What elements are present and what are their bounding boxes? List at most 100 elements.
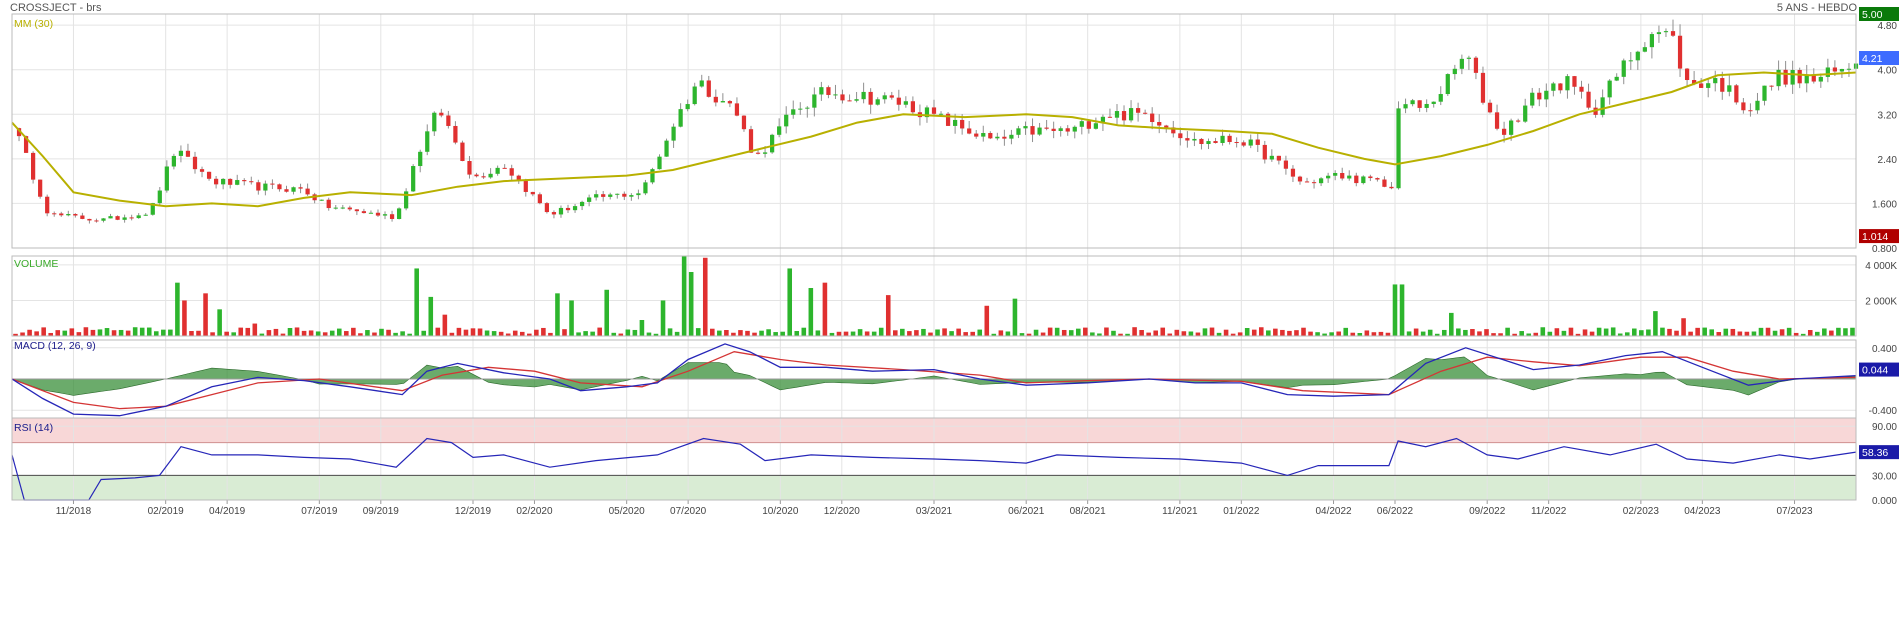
- volume-bar: [1765, 327, 1771, 336]
- y-tick-label: 90.00: [1872, 422, 1897, 433]
- x-tick-label: 04/2023: [1684, 506, 1721, 517]
- last-price-tag: 4.21: [1862, 53, 1883, 65]
- volume-bar: [1512, 333, 1517, 336]
- volume-bar: [1575, 333, 1581, 336]
- panel-frame: [11, 255, 1857, 337]
- candle-body: [1269, 155, 1274, 160]
- volume-bar: [372, 332, 377, 336]
- candle-body: [1832, 67, 1837, 72]
- candle-body: [847, 100, 852, 102]
- volume-bar: [27, 329, 32, 336]
- candle-body: [425, 131, 430, 152]
- volume-bar: [48, 332, 53, 336]
- volume-bar: [182, 300, 187, 336]
- candle-body: [734, 103, 740, 116]
- candle-body: [1037, 127, 1042, 135]
- volume-bar: [1639, 330, 1644, 336]
- y-tick-label: 0.800: [1872, 244, 1897, 255]
- candle-body: [861, 91, 866, 100]
- candle-body: [1642, 47, 1647, 52]
- x-tick-label: 07/2019: [301, 506, 338, 517]
- candle-body: [1065, 128, 1070, 132]
- candle-body: [1262, 144, 1267, 160]
- volume-bar: [780, 331, 785, 336]
- candle-body: [1002, 136, 1007, 139]
- x-tick-label: 05/2020: [609, 506, 646, 517]
- candle-body: [868, 91, 873, 105]
- volume-bar: [1273, 328, 1278, 336]
- volume-bar: [646, 332, 652, 336]
- volume-bar: [1237, 332, 1243, 336]
- candle-body: [1396, 108, 1401, 189]
- y-tick-label: 4.80: [1878, 21, 1898, 32]
- candle-body: [404, 191, 409, 209]
- candle-body: [875, 99, 880, 105]
- candle-body: [1509, 120, 1514, 135]
- volume-bar: [1786, 327, 1792, 336]
- candle-body: [45, 196, 50, 214]
- volume-bar: [1660, 327, 1665, 336]
- volume-bar: [1653, 311, 1658, 336]
- candle-body: [551, 212, 557, 215]
- y-tick-label: 30.00: [1872, 471, 1897, 482]
- candle-body: [115, 216, 120, 220]
- volume-bar: [1118, 333, 1123, 336]
- candle-body: [615, 193, 620, 195]
- x-tick-label: 02/2023: [1623, 506, 1660, 517]
- volume-bar: [1667, 328, 1672, 336]
- volume-bar: [1822, 328, 1827, 336]
- candle-body: [495, 167, 500, 174]
- candle-body: [1213, 141, 1218, 143]
- candle-body: [1649, 34, 1655, 48]
- volume-bar: [203, 293, 208, 336]
- volume-bar: [118, 329, 124, 336]
- volume-bar: [1498, 333, 1503, 336]
- volume-bar: [562, 329, 567, 336]
- candle-body: [1143, 112, 1148, 114]
- x-tick-label: 08/2021: [1070, 506, 1107, 517]
- volume-bar: [1364, 330, 1370, 336]
- candle-body: [206, 171, 212, 179]
- candle-body: [558, 207, 564, 215]
- candle-body: [1171, 127, 1176, 134]
- candle-body: [305, 188, 310, 195]
- x-tick-label: 02/2019: [148, 506, 185, 517]
- candle-body: [1663, 31, 1669, 33]
- candle-body: [664, 140, 669, 157]
- volume-bar: [717, 330, 722, 336]
- volume-bar: [1188, 331, 1194, 336]
- candle-body: [375, 212, 381, 216]
- volume-bar: [1280, 329, 1285, 336]
- candle-body: [361, 211, 367, 214]
- volume-bar: [702, 257, 708, 336]
- candle-body: [594, 194, 599, 198]
- volume-bar: [435, 327, 441, 336]
- volume-bar: [688, 272, 694, 336]
- volume-bar: [1097, 333, 1102, 336]
- candle-body: [1382, 179, 1387, 187]
- candle-body: [995, 136, 1000, 139]
- candle-body: [1727, 85, 1732, 92]
- candle-body: [1600, 97, 1605, 115]
- candle-body: [671, 126, 676, 141]
- volume-bar: [1800, 333, 1806, 336]
- candle-body: [1150, 113, 1155, 123]
- volume-bar: [1716, 332, 1722, 336]
- panel-frame: [11, 417, 1857, 501]
- candle-body: [960, 119, 965, 129]
- volume-bar: [104, 328, 110, 336]
- candle-body: [629, 195, 634, 197]
- x-tick-label: 09/2019: [363, 506, 400, 517]
- volume-bar: [1463, 329, 1468, 336]
- volume-bar: [1807, 330, 1813, 336]
- volume-bar: [1758, 327, 1764, 336]
- volume-bar: [322, 332, 328, 336]
- volume-bar: [576, 332, 581, 336]
- candle-body: [1494, 112, 1500, 129]
- candle-body: [1755, 100, 1760, 111]
- volume-bar: [210, 332, 215, 336]
- volume-bar: [1829, 330, 1834, 336]
- volume-bar: [836, 331, 842, 336]
- volume-bar: [1793, 332, 1799, 336]
- candle-body: [87, 218, 92, 221]
